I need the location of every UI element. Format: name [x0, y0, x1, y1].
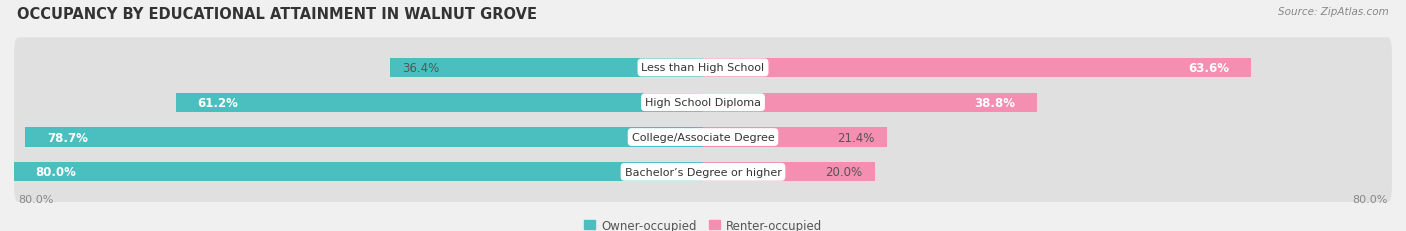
Bar: [176, 93, 703, 112]
Text: 63.6%: 63.6%: [1188, 62, 1229, 75]
Text: OCCUPANCY BY EDUCATIONAL ATTAINMENT IN WALNUT GROVE: OCCUPANCY BY EDUCATIONAL ATTAINMENT IN W…: [17, 7, 537, 22]
Text: College/Associate Degree: College/Associate Degree: [631, 132, 775, 143]
Text: 80.0%: 80.0%: [18, 195, 53, 205]
FancyBboxPatch shape: [14, 107, 1392, 167]
Text: 80.0%: 80.0%: [1353, 195, 1388, 205]
Bar: [14, 163, 703, 182]
Legend: Owner-occupied, Renter-occupied: Owner-occupied, Renter-occupied: [579, 214, 827, 231]
FancyBboxPatch shape: [14, 73, 1392, 133]
Text: 80.0%: 80.0%: [35, 166, 76, 179]
FancyBboxPatch shape: [14, 38, 1392, 98]
Text: 20.0%: 20.0%: [825, 166, 862, 179]
Bar: [25, 128, 703, 147]
FancyBboxPatch shape: [14, 142, 1392, 202]
Text: 36.4%: 36.4%: [402, 62, 440, 75]
Text: High School Diploma: High School Diploma: [645, 98, 761, 108]
Bar: [703, 59, 1251, 78]
Text: 21.4%: 21.4%: [837, 131, 875, 144]
Text: 38.8%: 38.8%: [974, 96, 1015, 109]
Bar: [389, 59, 703, 78]
Text: Less than High School: Less than High School: [641, 63, 765, 73]
Bar: [703, 163, 875, 182]
Text: Source: ZipAtlas.com: Source: ZipAtlas.com: [1278, 7, 1389, 17]
Bar: [703, 93, 1038, 112]
Bar: [703, 128, 887, 147]
Text: 78.7%: 78.7%: [46, 131, 87, 144]
Text: 61.2%: 61.2%: [197, 96, 239, 109]
Text: Bachelor’s Degree or higher: Bachelor’s Degree or higher: [624, 167, 782, 177]
